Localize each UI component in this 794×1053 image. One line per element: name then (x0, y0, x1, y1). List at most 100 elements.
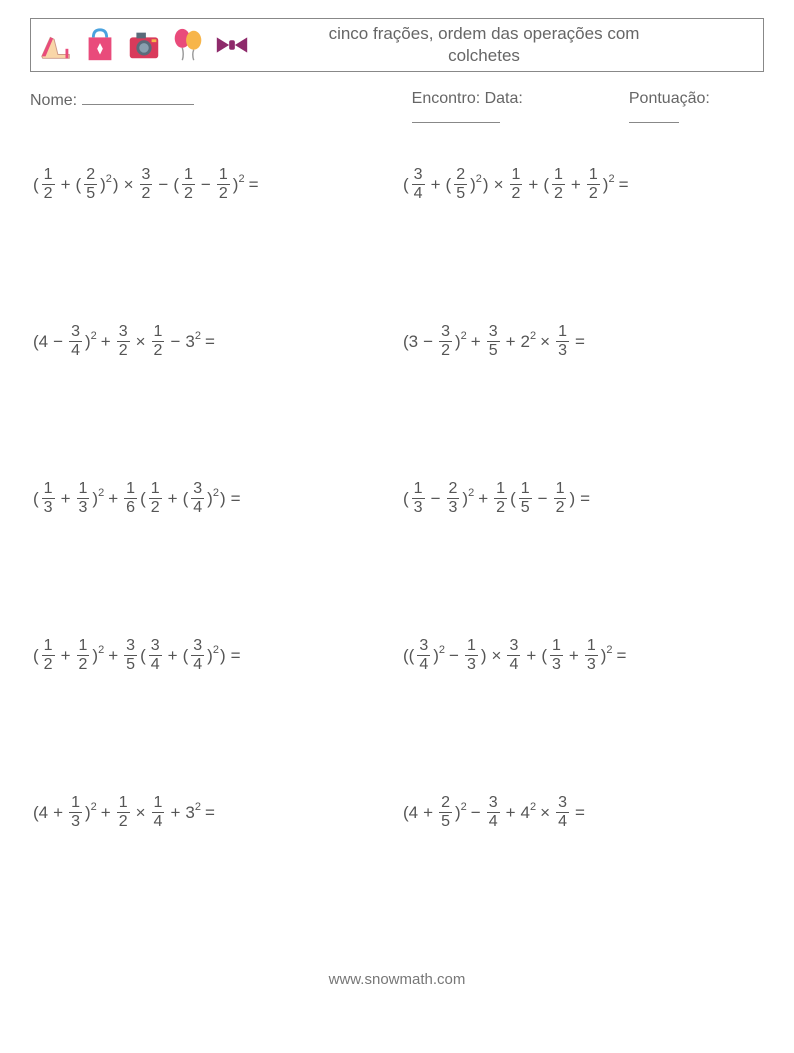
text-token: ( (32, 175, 40, 195)
exponent: 2 (461, 330, 467, 342)
fraction: 13 (69, 794, 82, 831)
text-token: ( (402, 489, 410, 509)
exponent: 2 (439, 644, 445, 656)
fraction: 12 (77, 637, 90, 674)
footer-text: www.snowmath.com (329, 971, 466, 988)
operator: − (419, 332, 437, 352)
fraction: 32 (439, 323, 452, 360)
text-token: ) (112, 175, 120, 195)
exponent: 2 (91, 330, 97, 342)
exponent: 2 (106, 173, 112, 185)
fraction: 25 (84, 166, 97, 203)
operator: = (245, 175, 263, 195)
fraction: 13 (585, 637, 598, 674)
score-label: Pontuação: (629, 90, 710, 107)
fraction: 12 (510, 166, 523, 203)
operator: + (502, 803, 520, 823)
date-blank (412, 108, 500, 123)
operator: + (419, 803, 437, 823)
name-label: Nome: (30, 92, 77, 109)
exponent: 2 (195, 330, 201, 342)
operator: = (613, 646, 631, 666)
text-token: ( (182, 489, 190, 509)
text-token: ( (172, 175, 180, 195)
fraction: 13 (550, 637, 563, 674)
text-token: ( (139, 489, 147, 509)
text-token: ( (402, 175, 410, 195)
header-icons (37, 26, 251, 64)
operator: × (132, 803, 150, 823)
fraction: 34 (412, 166, 425, 203)
operator: − (154, 175, 172, 195)
fraction: 13 (42, 480, 55, 517)
exponent: 2 (91, 801, 97, 813)
bowtie-icon (213, 26, 251, 64)
operator: = (571, 332, 589, 352)
text-token: (4 (32, 332, 49, 352)
fraction: 35 (487, 323, 500, 360)
problem-3: (4−34)2+32×12−32= (32, 323, 392, 360)
text-token: ) (482, 175, 490, 195)
operator: + (502, 332, 520, 352)
text-token: (4 (32, 803, 49, 823)
problem-5: (13+13)2+16(12+(34)2)= (32, 480, 392, 517)
worksheet-title: cinco frações, ordem das operações com c… (251, 23, 757, 67)
operator: + (565, 646, 583, 666)
operator: = (576, 489, 594, 509)
text-token: ( (32, 646, 40, 666)
text-token: ( (540, 646, 548, 666)
fraction: 15 (519, 480, 532, 517)
fraction: 16 (124, 480, 137, 517)
exponent: 2 (530, 330, 536, 342)
operator: × (120, 175, 138, 195)
fraction: 13 (556, 323, 569, 360)
text-token: ( (445, 175, 453, 195)
fraction: 34 (69, 323, 82, 360)
exponent: 2 (608, 173, 614, 185)
exponent: 2 (238, 173, 244, 185)
footer: www.snowmath.com (30, 971, 764, 988)
fraction: 35 (124, 637, 137, 674)
fraction: 14 (152, 794, 165, 831)
balloons-icon (169, 26, 207, 64)
problem-6: (13−23)2+12(15−12)= (402, 480, 762, 517)
exponent: 2 (530, 801, 536, 813)
problem-8: ((34)2−13)×34+(13+13)2= (402, 637, 762, 674)
operator: − (427, 489, 445, 509)
operator: + (57, 646, 75, 666)
score-blank (629, 108, 679, 123)
fraction: 34 (149, 637, 162, 674)
fraction: 12 (182, 166, 195, 203)
exponent: 2 (476, 173, 482, 185)
operator: = (615, 175, 633, 195)
fraction: 12 (42, 637, 55, 674)
operator: + (97, 803, 115, 823)
operator: − (467, 803, 485, 823)
heel-shoe-icon (37, 26, 75, 64)
operator: = (227, 646, 245, 666)
header-box: cinco frações, ordem das operações com c… (30, 18, 764, 72)
exponent: 2 (213, 487, 219, 499)
operator: + (524, 175, 542, 195)
operator: + (567, 175, 585, 195)
text-token: ( (75, 175, 83, 195)
fraction: 34 (507, 637, 520, 674)
problem-9: (4+13)2+12×14+32= (32, 794, 392, 831)
problem-1: (12+(25)2)×32−(12−12)2= (32, 166, 392, 203)
fraction: 12 (42, 166, 55, 203)
fraction: 12 (554, 480, 567, 517)
info-row: Nome: Encontro: Data: Pontuação: (30, 90, 764, 128)
fraction: 23 (447, 480, 460, 517)
text-token: ( (542, 175, 550, 195)
operator: = (201, 803, 219, 823)
exponent: 2 (461, 801, 467, 813)
exponent: 2 (98, 644, 104, 656)
encounter-label: Encontro: Data: (412, 90, 523, 107)
text-token: ) (568, 489, 576, 509)
fraction: 12 (587, 166, 600, 203)
problem-2: (34+(25)2)×12+(12+12)2= (402, 166, 762, 203)
fraction: 12 (149, 480, 162, 517)
fraction: 12 (552, 166, 565, 203)
operator: + (427, 175, 445, 195)
operator: − (197, 175, 215, 195)
